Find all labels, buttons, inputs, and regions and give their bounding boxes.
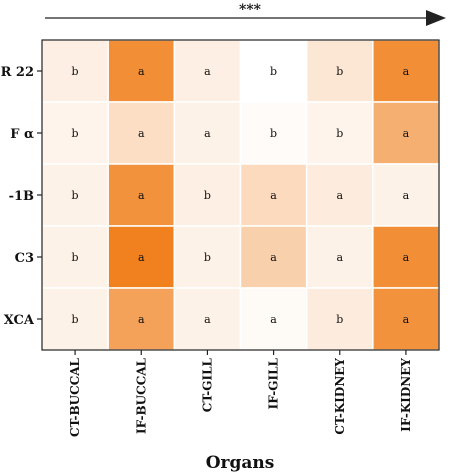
cell-letter: b (336, 313, 343, 326)
cell-letter: a (270, 189, 277, 202)
x-tick-label: CT-KIDNEY (333, 358, 347, 435)
cell-letter: a (138, 313, 145, 326)
cell-letter: a (403, 127, 410, 140)
cell-letter: a (403, 313, 410, 326)
cell-letter: a (403, 189, 410, 202)
cell-letter: a (138, 251, 145, 264)
heatmap-cell (372, 287, 440, 351)
cell-letter: a (138, 65, 145, 78)
heatmap-cells: b a a b b a b a a b b a b a b a a a b a b a a a b a a a b a (41, 39, 440, 351)
heatmap-cell (305, 287, 374, 351)
cell-letter: a (270, 251, 277, 264)
cell-letter: a (138, 127, 145, 140)
y-tick-label: XCA (4, 313, 35, 328)
cell-letter: b (204, 251, 211, 264)
significance-annotation: *** (45, 2, 446, 26)
cell-letter: b (72, 127, 79, 140)
y-tick-label: C3 (15, 251, 34, 266)
heatmap-cell (372, 39, 440, 103)
cell-letter: b (72, 189, 79, 202)
y-tick-label: R 22 (1, 65, 34, 80)
cell-letter: a (270, 313, 277, 326)
x-axis-title: Organs (206, 453, 275, 473)
significance-marker: *** (239, 2, 262, 18)
cell-letter: b (336, 127, 343, 140)
cell-letter: a (403, 65, 410, 78)
cell-letter: a (336, 251, 343, 264)
cell-letter: a (204, 127, 211, 140)
cell-letter: a (204, 65, 211, 78)
x-axis: CT-BUCCAL IF-BUCCAL CT-GILL IF-GILL CT-KIDNE… (68, 350, 413, 437)
heatmap-cell (107, 39, 176, 103)
x-tick-label: CT-GILL (200, 357, 214, 412)
heatmap-cell (41, 225, 109, 289)
cell-letter: b (72, 65, 79, 78)
x-tick-label: IF-KIDNEY (399, 358, 413, 432)
cell-letter: a (336, 189, 343, 202)
heatmap-cell (239, 287, 308, 351)
heatmap-cell (173, 101, 242, 165)
heatmap-cell (173, 287, 242, 351)
cell-letter: b (270, 127, 277, 140)
y-tick-label: -1B (9, 189, 34, 204)
cell-letter: b (270, 65, 277, 78)
cell-letter: a (204, 313, 211, 326)
cell-letter: b (204, 189, 211, 202)
trend-arrow-head (426, 10, 446, 26)
y-tick-label: F α (10, 127, 34, 142)
x-tick-label: CT-BUCCAL (68, 357, 82, 436)
cell-letter: a (403, 251, 410, 264)
x-tick-label: IF-BUCCAL (134, 357, 148, 434)
heatmap-cell (107, 163, 176, 227)
heatmap-cell (372, 225, 440, 289)
cell-letter: b (336, 65, 343, 78)
cell-letter: b (72, 251, 79, 264)
cell-letter: b (72, 313, 79, 326)
y-axis: R 22 F α -1B C3 XCA (1, 65, 42, 328)
cell-letter: a (138, 189, 145, 202)
heatmap-cell (239, 101, 308, 165)
x-tick-label: IF-GILL (267, 357, 281, 409)
heatmap-cell (173, 163, 242, 227)
heatmap-cell (305, 101, 374, 165)
heatmap-cell (107, 287, 176, 351)
heatmap-cell (372, 163, 440, 227)
